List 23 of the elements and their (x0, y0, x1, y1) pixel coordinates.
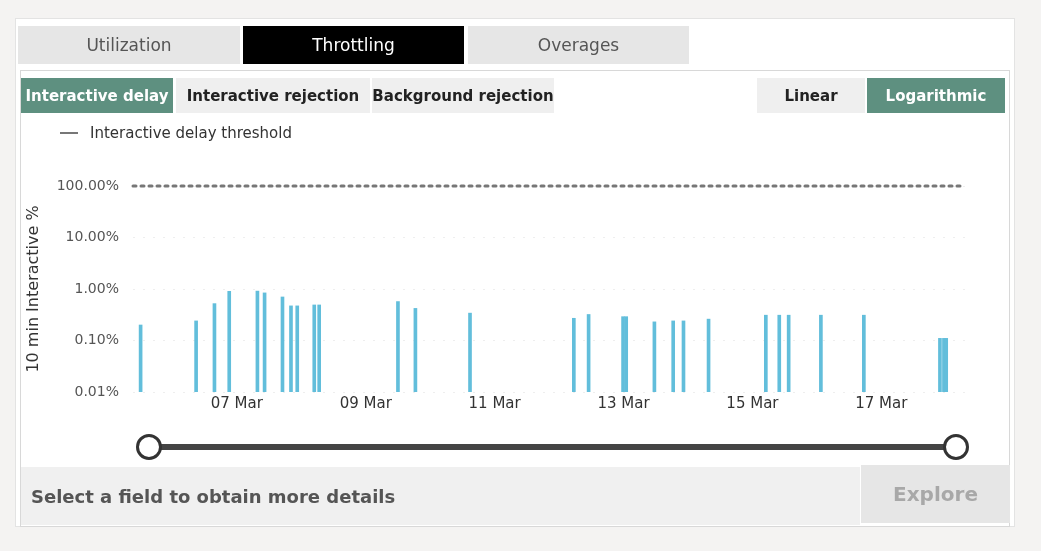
y-tick-label: 0.01% (74, 382, 119, 399)
x-tick-label: 11 Mar (468, 393, 522, 412)
text: Select a field to obtain more details (21, 467, 860, 525)
text: Interactive rejection (176, 78, 370, 113)
y-tick-label: 10.00% (65, 228, 119, 245)
text: Explore (861, 465, 1010, 523)
y-axis-title: 10 min Interactive % (22, 205, 42, 373)
legend-label: Interactive delay threshold (90, 124, 292, 142)
x-tick-label: 13 Mar (597, 393, 651, 412)
text: Logarithmic (867, 78, 1005, 113)
text: Throttling (243, 26, 464, 64)
text: Linear (757, 78, 865, 113)
x-tick-label: 07 Mar (210, 393, 264, 412)
y-tick-label: 100.00% (56, 176, 119, 193)
x-tick-label: 15 Mar (726, 393, 780, 412)
text: Interactive delay (21, 78, 173, 113)
y-tick-label: 0.10% (74, 331, 119, 348)
y-tick-label: 1.00% (74, 279, 119, 296)
x-tick-label: 17 Mar (855, 393, 909, 412)
text: Overages (468, 26, 689, 64)
x-tick-label: 09 Mar (339, 393, 393, 412)
text: Utilization (18, 26, 240, 64)
text: Background rejection (372, 78, 554, 113)
